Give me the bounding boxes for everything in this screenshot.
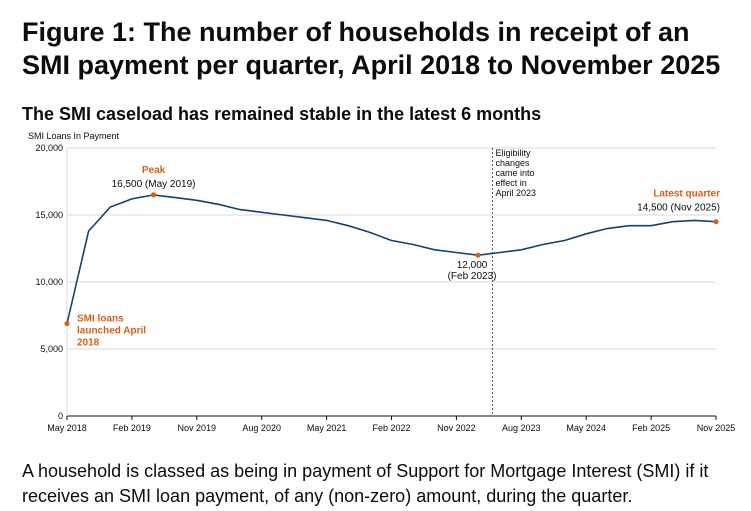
x-tick-label: Nov 2022: [437, 423, 476, 433]
x-tick-label: Aug 2020: [242, 423, 281, 433]
y-axis-label: SMI Loans In Payment: [28, 131, 120, 141]
annotation-start: 2018: [77, 338, 100, 349]
x-tick-label: Feb 2022: [372, 423, 410, 433]
annotation-peak-label: 16,500 (May 2019): [112, 179, 196, 190]
x-tick-label: Nov 2019: [178, 423, 217, 433]
annotation-eligibility: came into: [495, 168, 534, 178]
figure-title: Figure 1: The number of households in re…: [22, 17, 721, 80]
x-tick-label: May 2024: [566, 423, 606, 433]
x-tick-label: Feb 2019: [113, 423, 151, 433]
annotation-trough: (Feb 2023): [448, 271, 497, 282]
x-tick-label: May 2018: [47, 423, 87, 433]
y-axis-ticks: 0 5,000 10,000 15,000 20,000: [35, 143, 63, 421]
annotation-latest-heading: Latest quarter: [653, 189, 720, 200]
point-trough: [475, 252, 481, 258]
x-tick-label: Nov 2025: [697, 423, 736, 433]
annotation-trough: 12,000: [457, 260, 488, 271]
chart-caption: A household is classed as being in payme…: [22, 461, 709, 506]
annotation-latest-label: 14,500 (Nov 2025): [637, 203, 720, 214]
annotation-eligibility: April 2023: [495, 188, 536, 198]
y-tick-label: 15,000: [35, 210, 63, 220]
point-peak: [150, 192, 157, 198]
annotation-eligibility: effect in: [495, 178, 526, 188]
x-tick-label: Feb 2025: [632, 423, 670, 433]
line-chart: SMI Loans In Payment 0 5,000 10,000 15,000 2…: [28, 131, 735, 433]
annotation-start: SMI loans: [77, 314, 124, 325]
x-tick-label: Aug 2023: [502, 423, 541, 433]
x-axis-ticks: May 2018 Feb 2019 Nov 2019 Aug 2020 May 2021…: [47, 416, 735, 433]
chart-title: The SMI caseload has remained stable in …: [22, 104, 542, 124]
x-tick-label: May 2021: [307, 423, 347, 433]
y-tick-label: 20,000: [35, 143, 63, 153]
gridlines: [66, 147, 716, 417]
y-tick-label: 0: [58, 411, 63, 421]
point-start: [64, 320, 70, 327]
highlight-points: [64, 192, 719, 327]
annotation-start: launched April: [77, 326, 146, 337]
point-latest: [713, 219, 719, 225]
annotation-peak-heading: Peak: [142, 165, 166, 176]
annotation-eligibility: changes: [495, 158, 530, 168]
annotation-eligibility: Eligibility: [495, 148, 531, 158]
series-line-smi-loans: [66, 194, 717, 324]
y-tick-label: 10,000: [35, 277, 63, 287]
y-tick-label: 5,000: [40, 344, 63, 354]
